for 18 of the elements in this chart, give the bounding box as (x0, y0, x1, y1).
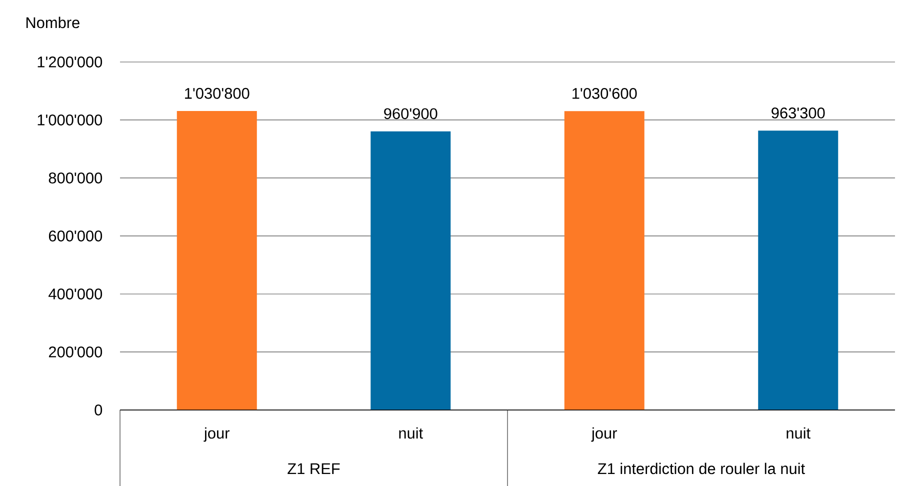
y-tick-label: 1'000'000 (38, 114, 102, 126)
data-label: 1'030'800 (185, 88, 250, 99)
y-tick-label: 1'200'000 (38, 56, 102, 68)
x-tick-label: nuit (399, 427, 423, 439)
data-label: 1'030'600 (572, 88, 637, 99)
data-label: 960'900 (384, 108, 438, 119)
y-axis-title: Nombre (26, 16, 80, 28)
x-tick-label: nuit (786, 427, 810, 439)
x-tick-label: jour (591, 427, 617, 442)
data-label: 963'300 (772, 107, 825, 118)
y-tick-label: 0 (94, 404, 102, 416)
y-tick-label: 400'000 (48, 288, 102, 300)
x-tick-label: jour (204, 427, 230, 442)
text: Z1 interdiction de rouler la nuit (598, 462, 805, 474)
text: Z1 REF (288, 463, 340, 474)
y-tick-label: 800'000 (48, 172, 102, 184)
y-tick-label: 600'000 (48, 230, 102, 242)
y-tick-label: 200'000 (48, 346, 102, 358)
